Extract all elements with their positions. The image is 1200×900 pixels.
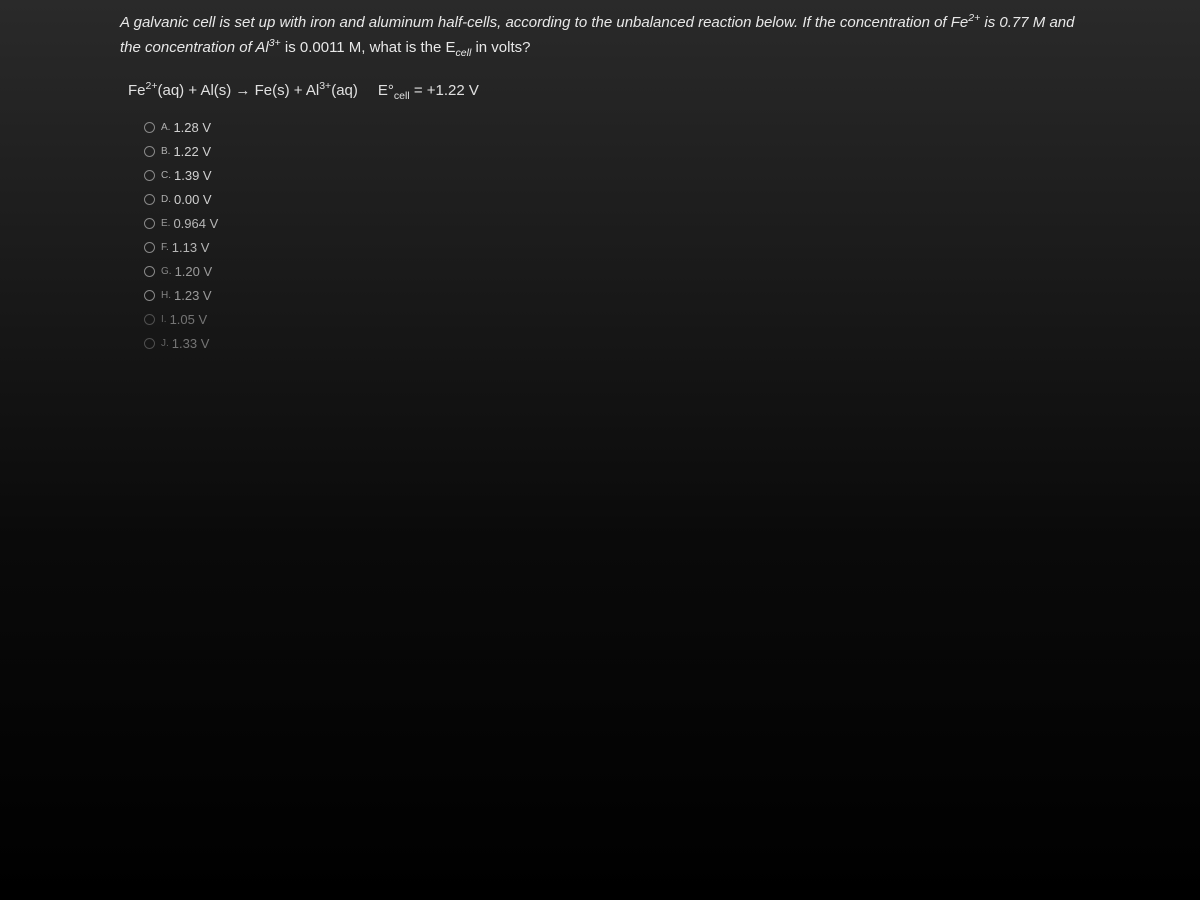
option-letter: H.	[161, 290, 171, 301]
eq-ecell-prefix: E°	[378, 82, 394, 99]
radio-icon[interactable]	[144, 290, 155, 301]
option-value: 0.964 V	[173, 216, 218, 231]
radio-icon[interactable]	[144, 122, 155, 133]
option-value: 1.23 V	[174, 288, 212, 303]
radio-icon[interactable]	[144, 266, 155, 277]
cell-subscript: cell	[456, 47, 472, 59]
option-value: 0.00 V	[174, 192, 212, 207]
equation: Fe2+(aq) + Al(s) → Fe(s) + Al3+(aq) E°cel…	[120, 80, 1080, 102]
option-letter: B.	[161, 146, 170, 157]
options-list: A. 1.28 V B. 1.22 V C. 1.39 V D. 0.00 V …	[120, 120, 1080, 351]
option-letter: J.	[161, 338, 169, 349]
eq-ecell-value: = +1.22 V	[410, 82, 479, 99]
radio-icon[interactable]	[144, 218, 155, 229]
option-letter: D.	[161, 194, 171, 205]
option-g[interactable]: G. 1.20 V	[144, 264, 1080, 279]
option-value: 1.33 V	[172, 336, 210, 351]
eq-fe-sup: 2+	[146, 80, 158, 92]
radio-icon[interactable]	[144, 146, 155, 157]
eq-al-sup: 3+	[319, 80, 331, 92]
question-line2-prefix: the concentration of Al	[120, 39, 269, 56]
option-letter: G.	[161, 266, 172, 277]
option-value: 1.20 V	[175, 264, 213, 279]
option-b[interactable]: B. 1.22 V	[144, 144, 1080, 159]
option-d[interactable]: D. 0.00 V	[144, 192, 1080, 207]
option-value: 1.39 V	[174, 168, 212, 183]
option-value: 1.22 V	[173, 144, 211, 159]
option-e[interactable]: E. 0.964 V	[144, 216, 1080, 231]
question-line1-suffix: is 0.77 M and	[980, 14, 1074, 31]
question-line1-prefix: A galvanic cell is set up with iron and …	[120, 14, 968, 31]
option-i[interactable]: I. 1.05 V	[144, 312, 1080, 327]
option-h[interactable]: H. 1.23 V	[144, 288, 1080, 303]
option-value: 1.13 V	[172, 240, 210, 255]
option-letter: E.	[161, 218, 170, 229]
radio-icon[interactable]	[144, 314, 155, 325]
option-a[interactable]: A. 1.28 V	[144, 120, 1080, 135]
question-line2-suffix: in volts?	[471, 39, 530, 56]
option-value: 1.28 V	[173, 120, 211, 135]
question-container: A galvanic cell is set up with iron and …	[0, 0, 1200, 380]
option-letter: A.	[161, 122, 170, 133]
option-letter: I.	[161, 314, 167, 325]
al-superscript: 3+	[269, 37, 281, 49]
option-j[interactable]: J. 1.33 V	[144, 336, 1080, 351]
option-letter: C.	[161, 170, 171, 181]
option-c[interactable]: C. 1.39 V	[144, 168, 1080, 183]
eq-mid1: (aq) + Al(s) → Fe(s) + Al	[158, 82, 320, 99]
radio-icon[interactable]	[144, 242, 155, 253]
option-f[interactable]: F. 1.13 V	[144, 240, 1080, 255]
eq-aq2: (aq)	[331, 82, 358, 99]
question-text: A galvanic cell is set up with iron and …	[120, 10, 1080, 62]
fe-superscript: 2+	[968, 12, 980, 24]
eq-fe: Fe	[128, 82, 146, 99]
question-line2-mid: is 0.0011 M, what is the E	[281, 39, 456, 56]
radio-icon[interactable]	[144, 194, 155, 205]
eq-ecell-sub: cell	[394, 90, 410, 102]
option-value: 1.05 V	[170, 312, 208, 327]
option-letter: F.	[161, 242, 169, 253]
radio-icon[interactable]	[144, 338, 155, 349]
radio-icon[interactable]	[144, 170, 155, 181]
